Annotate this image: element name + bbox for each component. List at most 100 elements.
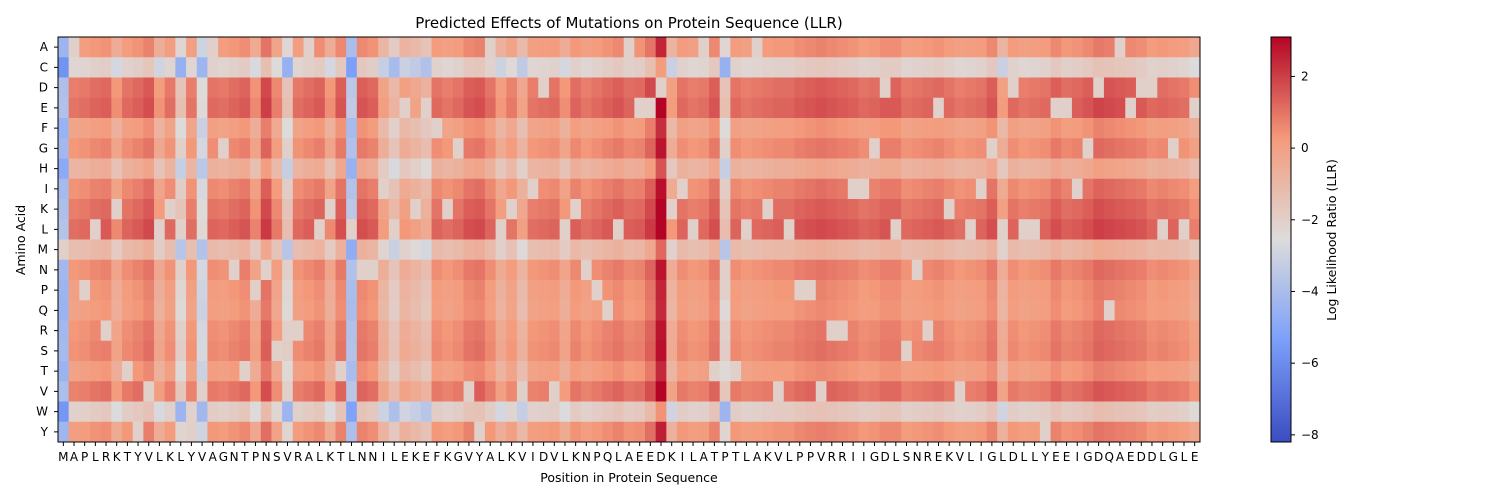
heatmap-cell <box>655 259 667 281</box>
heatmap-cell <box>719 320 731 342</box>
heatmap-cell <box>218 401 230 423</box>
heatmap-cell <box>175 401 187 423</box>
heatmap-cell <box>602 118 614 139</box>
heatmap-cell <box>367 361 379 382</box>
heatmap-cell <box>847 300 859 321</box>
heatmap-cell <box>1007 239 1019 261</box>
heatmap-cell <box>175 280 187 301</box>
heatmap-cell <box>367 219 379 240</box>
heatmap-cell <box>420 118 432 139</box>
heatmap-cell <box>260 300 272 321</box>
heatmap-cell <box>826 97 838 119</box>
heatmap-cell <box>218 300 230 321</box>
heatmap-cell <box>890 340 902 362</box>
heatmap-cell <box>634 178 646 200</box>
heatmap-cell <box>1114 361 1126 382</box>
heatmap-cell <box>901 219 913 240</box>
heatmap-cell <box>666 77 678 99</box>
heatmap-cell <box>175 421 187 443</box>
heatmap-cell <box>516 381 528 402</box>
heatmap-cell <box>869 361 881 382</box>
heatmap-cell <box>282 77 294 99</box>
heatmap-cell <box>314 421 326 443</box>
heatmap-cell <box>826 138 838 159</box>
heatmap-cell <box>1007 259 1019 281</box>
heatmap-cell <box>271 421 283 443</box>
heatmap-cell <box>741 421 753 443</box>
heatmap-cell <box>378 259 390 281</box>
heatmap-cell <box>196 300 208 321</box>
heatmap-cell <box>1071 421 1083 443</box>
heatmap-cell <box>143 97 155 119</box>
heatmap-cell <box>879 381 891 402</box>
heatmap-cell <box>484 401 496 423</box>
heatmap-cell <box>965 158 977 180</box>
y-tick-label: E <box>40 101 48 115</box>
heatmap-cell <box>538 401 550 423</box>
heatmap-cell <box>207 421 219 443</box>
heatmap-cell <box>228 138 240 159</box>
heatmap-cell <box>741 401 753 423</box>
heatmap-cell <box>452 381 464 402</box>
heatmap-cell <box>303 320 315 342</box>
heatmap-cell <box>1146 381 1158 402</box>
heatmap-cell <box>207 158 219 180</box>
heatmap-cell <box>378 320 390 342</box>
heatmap-cell <box>602 300 614 321</box>
heatmap-cell <box>1114 138 1126 159</box>
heatmap-cell <box>655 401 667 423</box>
heatmap-cell <box>58 381 70 402</box>
heatmap-cell <box>1135 158 1148 180</box>
heatmap-cell <box>1146 77 1158 99</box>
heatmap-cell <box>132 421 144 443</box>
heatmap-cell <box>196 97 208 119</box>
heatmap-cell <box>111 300 123 321</box>
heatmap-cell <box>997 158 1009 180</box>
heatmap-cell <box>228 118 240 139</box>
heatmap-cell <box>399 199 411 220</box>
heatmap-cell <box>442 118 454 139</box>
heatmap-cell <box>228 37 240 58</box>
heatmap-cell <box>79 158 91 180</box>
heatmap-cell <box>303 178 315 200</box>
heatmap-cell <box>783 361 795 382</box>
heatmap-cell <box>815 57 827 78</box>
heatmap-cell <box>666 421 678 443</box>
x-tick-label: P <box>807 450 814 464</box>
heatmap-cell <box>719 199 731 220</box>
heatmap-cell <box>837 158 849 180</box>
heatmap-cell <box>1071 158 1083 180</box>
heatmap-cell <box>1039 57 1051 78</box>
heatmap-cell <box>271 340 283 362</box>
heatmap-cell <box>1167 219 1180 240</box>
heatmap-cell <box>580 199 593 220</box>
heatmap-cell <box>954 280 966 301</box>
heatmap-cell <box>1125 158 1137 180</box>
x-tick-label: D <box>1094 450 1103 464</box>
heatmap-cell <box>324 138 336 159</box>
heatmap-cell <box>719 138 731 159</box>
x-tick-label: L <box>562 450 569 464</box>
heatmap-cell <box>1071 320 1083 342</box>
heatmap-cell <box>111 340 123 362</box>
heatmap-cell <box>431 320 443 342</box>
heatmap-cell <box>751 199 763 220</box>
heatmap-cell <box>356 199 368 220</box>
heatmap-cell <box>218 199 230 220</box>
heatmap-cell <box>1039 138 1051 159</box>
heatmap-cell <box>58 138 70 159</box>
heatmap-cell <box>303 97 315 119</box>
heatmap-cell <box>1167 77 1180 99</box>
x-tick-label: K <box>508 450 517 464</box>
heatmap-cell <box>442 361 454 382</box>
heatmap-cell <box>516 138 528 159</box>
heatmap-cell <box>282 37 294 58</box>
heatmap-cell <box>463 361 475 382</box>
heatmap-cell <box>431 199 443 220</box>
heatmap-cell <box>367 97 379 119</box>
heatmap-cell <box>516 280 528 301</box>
heatmap-cell <box>207 259 219 281</box>
heatmap-cell <box>677 178 689 200</box>
heatmap-cell <box>1061 118 1073 139</box>
heatmap-cell <box>452 97 464 119</box>
